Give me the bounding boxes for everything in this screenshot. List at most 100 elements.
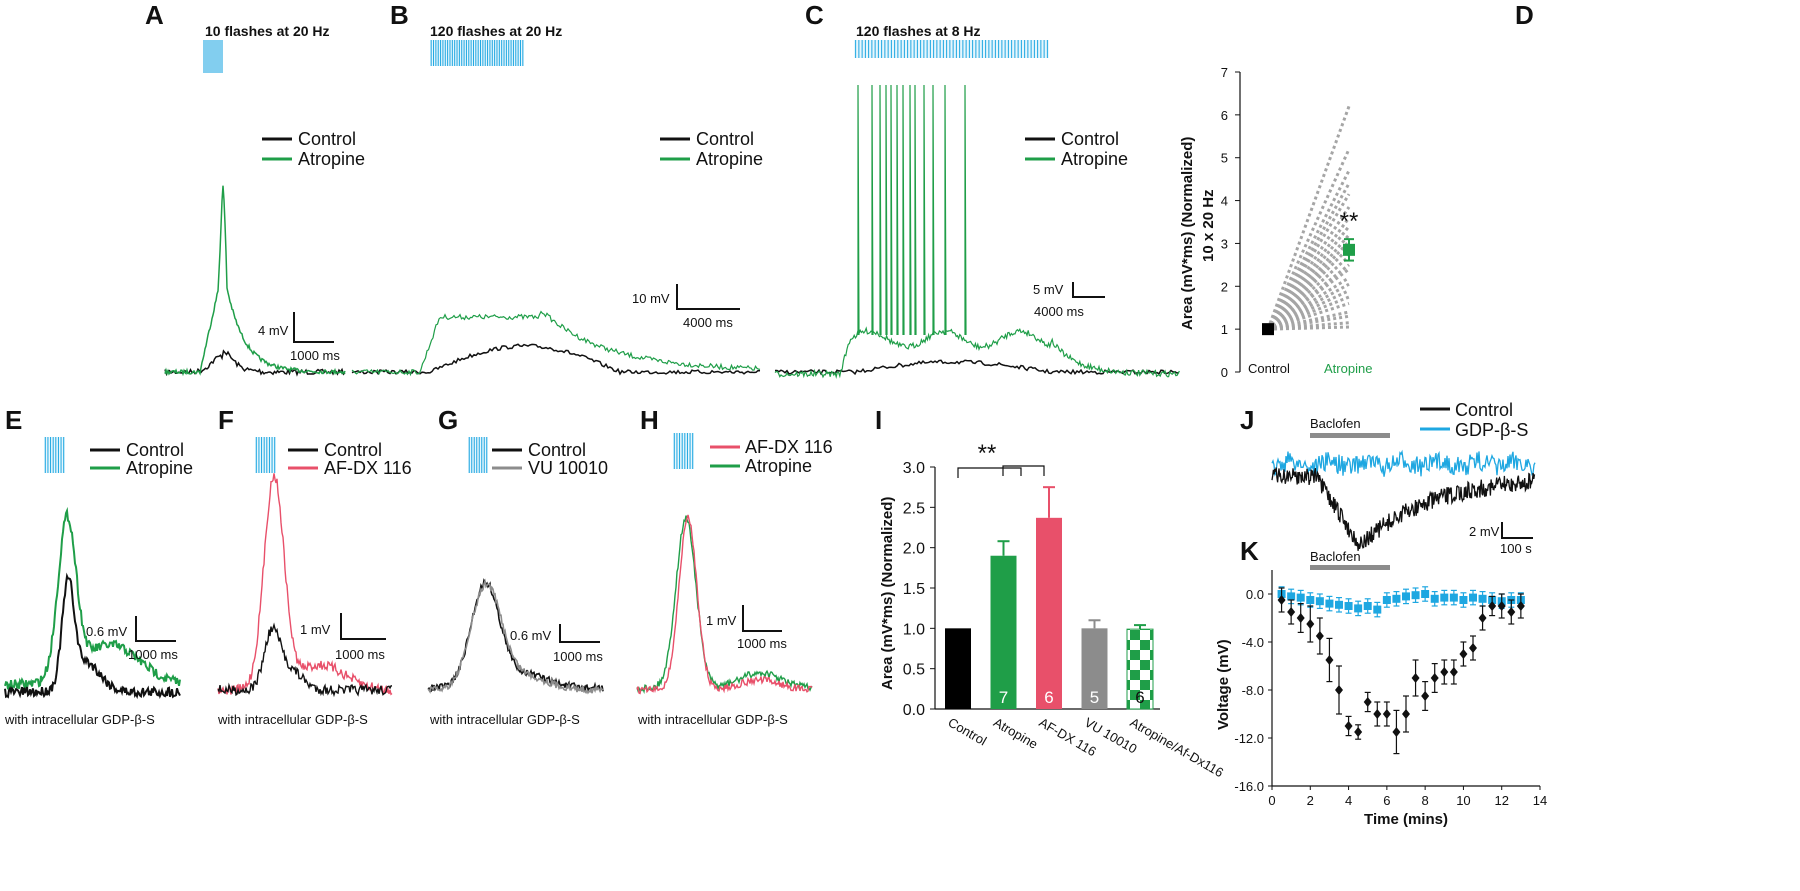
point-gdp-k	[1335, 600, 1343, 609]
point-control-k	[1382, 709, 1391, 719]
y-tick-label-i: 0.0	[903, 702, 925, 719]
legend-label-control-g: Control	[528, 440, 586, 460]
x-tick-label-k: 2	[1307, 793, 1314, 808]
control-trace-j	[1271, 467, 1536, 551]
atropine-trace-e	[4, 506, 181, 691]
x-tick-label-k: 8	[1422, 793, 1429, 808]
point-gdp-k	[1421, 590, 1430, 598]
panel-i: I 0.0 0.5 1.0 1.5 2.0 2.5 3.0 Area (mV*ms) (Nor…	[875, 405, 1226, 780]
scale-bar-g	[559, 624, 600, 643]
point-gdp-k	[1469, 593, 1477, 602]
control-trace-e	[4, 572, 181, 700]
scale-t-f: 1000 ms	[335, 647, 385, 662]
scale-t-e: 1000 ms	[128, 647, 178, 662]
n-label-1: 7	[999, 688, 1008, 707]
panel-a: A 10 flashes at 20 Hz Control Atropine 4…	[145, 0, 365, 377]
legend-label-afdx-h: AF-DX 116	[745, 437, 833, 457]
scale-v-b: 10 mV	[632, 291, 670, 306]
point-control-k	[1296, 613, 1305, 623]
y-axis-label-d: Area (mV*ms) (Normalized)	[1179, 137, 1196, 330]
point-gdp-k	[1402, 592, 1410, 601]
legend-label-atropine-h: Atropine	[745, 456, 812, 476]
bar-3	[1081, 628, 1108, 709]
bar-4	[1126, 628, 1154, 710]
legend-label-control-a: Control	[298, 129, 356, 149]
n-label-4: 6	[1135, 688, 1144, 707]
x-tick-label-0: Control	[946, 715, 990, 749]
panel-label-f: F	[218, 405, 234, 435]
point-control-k	[1287, 607, 1296, 617]
y-tick-label-i: 1.5	[903, 581, 925, 598]
scale-t-h: 1000 ms	[737, 636, 787, 651]
point-gdp-k	[1392, 594, 1401, 603]
panel-f: F Control AF-DX 116 1 mV 1000 ms with in…	[217, 405, 412, 727]
point-gdp-k	[1430, 594, 1439, 603]
panel-label-a: A	[145, 0, 164, 30]
panel-g: G Control VU 10010 0.6 mV 1000 ms with i…	[427, 405, 608, 727]
point-control-k	[1354, 727, 1363, 737]
point-control-k	[1363, 697, 1372, 707]
scale-t-c: 4000 ms	[1034, 304, 1084, 319]
legend-label-atropine-b: Atropine	[696, 149, 763, 169]
point-control-k	[1392, 727, 1401, 737]
bar-0	[945, 628, 971, 709]
point-gdp-k	[1363, 602, 1372, 610]
legend-label-afdx-f: AF-DX 116	[324, 458, 412, 478]
x-tick-label-1: Atropine	[991, 715, 1040, 752]
scale-t-a: 1000 ms	[290, 348, 340, 363]
y-tick-label-i: 1.0	[903, 621, 925, 638]
caption-g: with intracellular GDP-β-S	[429, 712, 580, 727]
atropine-trace-h	[636, 515, 813, 695]
chart-k: 0.0 -4.0 -8.0 -12.0 -16.0 0 2 4 6 8 10 12 14 Time (mi…	[1215, 570, 1547, 828]
control-point-d	[1262, 323, 1274, 336]
y-tick-label-d: 5	[1221, 151, 1228, 166]
flash-train-g	[468, 437, 488, 473]
significance-d: **	[1340, 208, 1359, 235]
bar-1	[990, 555, 1017, 709]
scale-v-a: 4 mV	[258, 323, 289, 338]
y-tick-label-d: 4	[1221, 194, 1228, 209]
point-gdp-k	[1440, 593, 1449, 602]
legend-label-control-b: Control	[696, 129, 754, 149]
y-tick-label-k: -16.0	[1234, 779, 1264, 794]
n-label-2: 6	[1044, 688, 1053, 707]
y-tick-label-d: 1	[1221, 322, 1228, 337]
y-tick-label-i: 3.0	[903, 460, 925, 477]
scale-v-c: 5 mV	[1033, 282, 1064, 297]
scale-bar-c	[1072, 282, 1105, 298]
chart-i: 0.0 0.5 1.0 1.5 2.0 2.5 3.0 Area (mV*ms) (Norma…	[879, 440, 1226, 780]
point-gdp-k	[1478, 594, 1487, 603]
vu-trace-g	[427, 578, 604, 695]
point-control-k	[1402, 709, 1410, 719]
scale-v-h: 1 mV	[706, 613, 737, 628]
individual-line-d	[1266, 182, 1351, 330]
y-tick-label-k: -12.0	[1234, 731, 1264, 746]
y-tick-label-d: 2	[1221, 279, 1228, 294]
atropine-trace-a	[164, 185, 346, 377]
flash-train-f	[255, 437, 276, 473]
point-control-k	[1440, 667, 1449, 677]
point-control-k	[1344, 721, 1353, 731]
scale-v-j: 2 mV	[1469, 524, 1500, 539]
atropine-trace-c	[774, 84, 1180, 379]
n-label-3: 5	[1090, 688, 1099, 707]
stim-label-c: 120 flashes at 8 Hz	[856, 23, 981, 39]
point-control-k	[1488, 601, 1497, 611]
point-control-k	[1449, 667, 1458, 677]
panel-label-g: G	[438, 405, 458, 435]
point-control-k	[1459, 649, 1468, 659]
point-control-k	[1469, 643, 1477, 653]
point-control-k	[1306, 619, 1315, 629]
point-control-k	[1430, 673, 1439, 683]
point-control-k	[1516, 601, 1525, 611]
scale-bar-a	[293, 312, 334, 343]
afdx-trace-f	[217, 473, 393, 696]
bar-2	[1036, 517, 1062, 709]
y-axis-label-k: Voltage (mV)	[1215, 639, 1232, 730]
legend-label-atropine-a: Atropine	[298, 149, 365, 169]
point-control-k	[1478, 613, 1487, 623]
panel-b: B 120 flashes at 20 Hz Control Atropine …	[351, 0, 763, 377]
y-tick-label-i: 2.0	[903, 541, 925, 558]
gdp-trace-j	[1271, 449, 1536, 477]
